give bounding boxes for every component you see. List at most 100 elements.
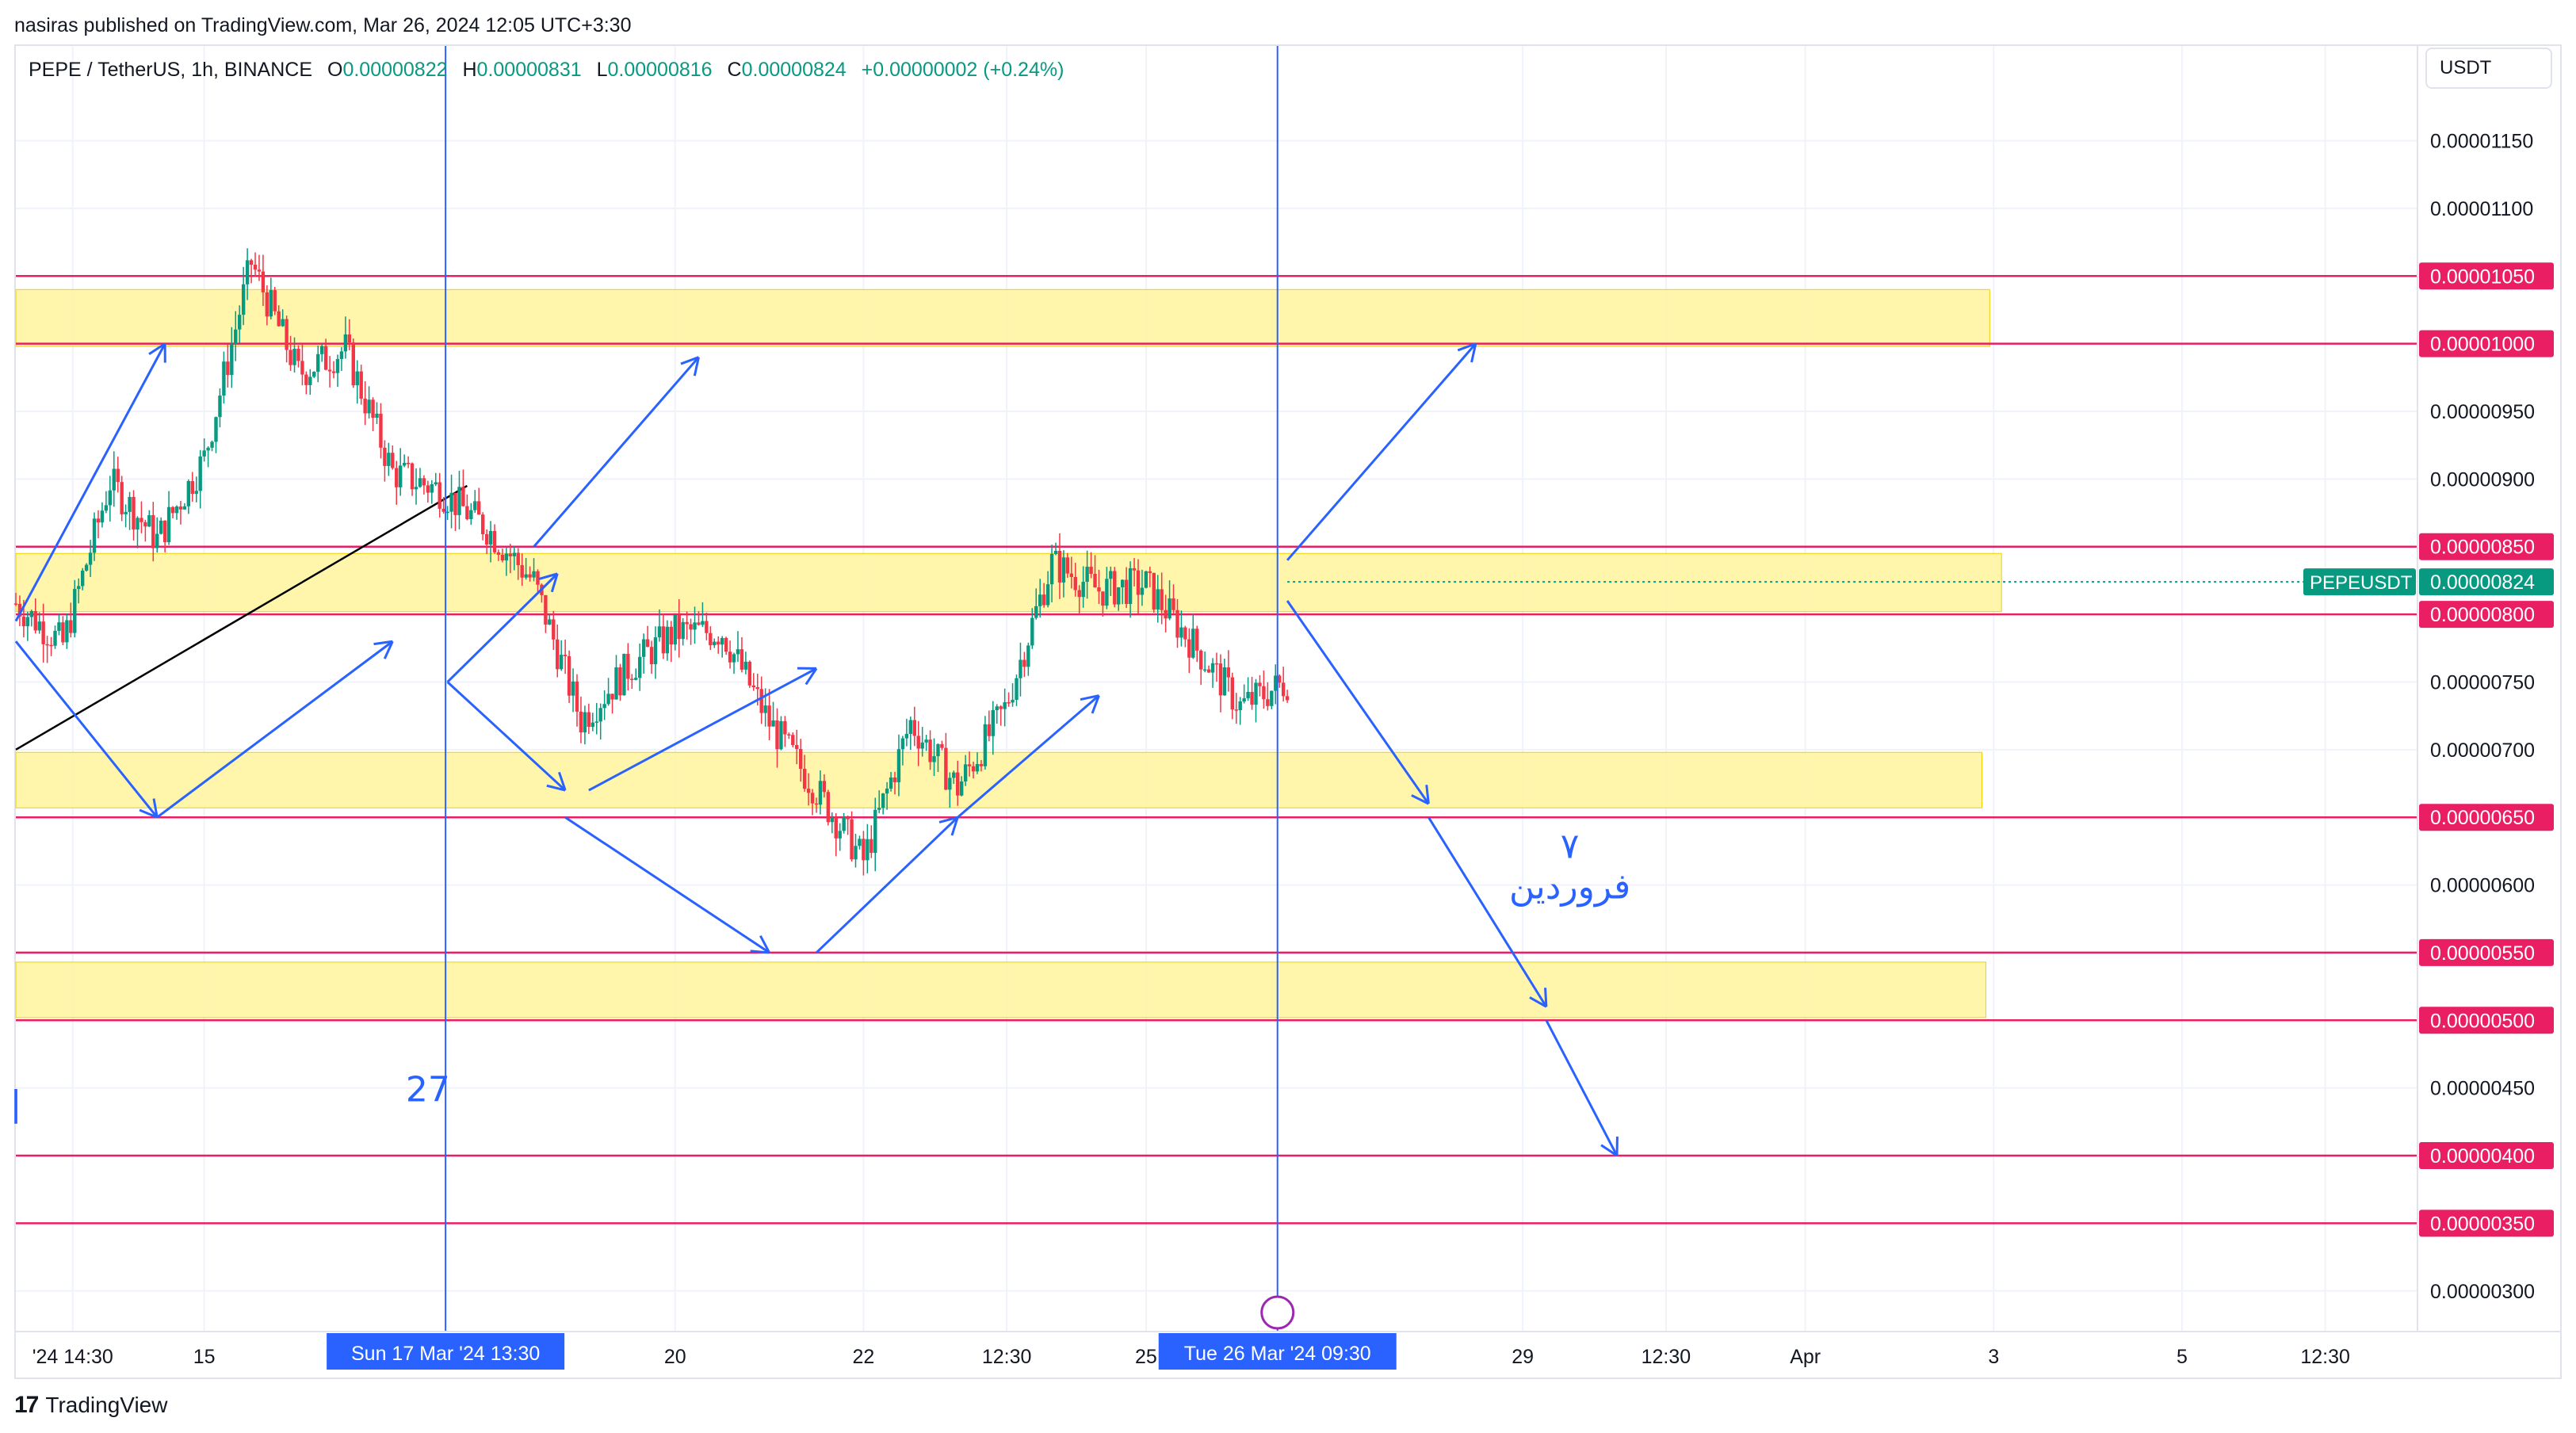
candle-body (1230, 677, 1235, 710)
level-tag-label: 0.00000850 (2430, 537, 2535, 559)
arrow-shaft (1545, 1019, 1619, 1156)
projection-arrow (1428, 816, 1548, 1008)
candle-body (1148, 571, 1152, 573)
candle-body (465, 506, 469, 519)
arrow-head (1470, 343, 1477, 363)
candle-body (657, 626, 662, 638)
candle-body (222, 361, 226, 396)
candle-body (653, 637, 658, 665)
candle-body (1030, 617, 1034, 646)
chart-annotation: فروردین (1509, 867, 1630, 908)
low-value: 0.00000816 (607, 59, 713, 81)
candle-body (1065, 557, 1070, 574)
candle-body (1152, 572, 1156, 610)
candle-body (300, 361, 304, 375)
candle-body (104, 505, 109, 511)
candle-body (1045, 584, 1050, 606)
candle-body (323, 346, 328, 370)
tradingview-logo[interactable]: 17 TradingView (14, 1392, 167, 1419)
level-price-tag: 0.00000500 (2419, 1007, 2554, 1034)
candle-body (877, 808, 881, 810)
candle-body (1034, 606, 1038, 618)
candle-body (747, 661, 752, 686)
candle-body (304, 374, 308, 385)
horizontal-levels (16, 275, 2417, 1225)
candle-body (1081, 582, 1085, 598)
candle-body (120, 482, 124, 514)
arrow-head (1600, 1144, 1618, 1157)
candle-body (896, 749, 901, 782)
candle-body (21, 616, 26, 627)
crosshair-time-tag: Sun 17 Mar '24 13:30 (327, 1333, 565, 1370)
candle-body (971, 766, 976, 772)
projection-arrow (446, 572, 559, 683)
chart-frame[interactable] (14, 44, 2562, 1379)
candle-body (182, 506, 187, 510)
event-bolt-icon (1260, 1295, 1295, 1330)
projection-arrows (14, 342, 1619, 1157)
candle-body (430, 483, 434, 493)
trendline (15, 484, 468, 751)
time-axis[interactable]: '24 14:30 15 20 22 12:30 25 29 12:30 Apr 3 5 12:30 S… (16, 1295, 2562, 1370)
candle-body (1057, 550, 1062, 583)
candle-body (504, 553, 509, 561)
arrow-head (1457, 342, 1477, 352)
candle-body (649, 647, 654, 665)
candle-body (49, 644, 53, 647)
candle-body (818, 781, 823, 805)
candle-body (1015, 678, 1019, 700)
candle-body (1105, 579, 1109, 606)
candle-body (665, 626, 670, 654)
arrow-head (1091, 695, 1100, 714)
price-tick-label: 0.00001150 (2430, 131, 2533, 153)
candle-body (434, 482, 438, 484)
candle-body (1175, 610, 1179, 638)
trendline-layer (15, 484, 468, 751)
candle-body (720, 637, 724, 645)
candle-body (383, 447, 387, 466)
candle-body (705, 621, 709, 633)
candle-body (673, 614, 677, 645)
candle-body (198, 456, 202, 491)
arrow-shaft (446, 681, 567, 792)
candle-body (889, 777, 893, 789)
arrow-head (373, 640, 393, 646)
candle-body (194, 491, 198, 495)
candle-body (159, 520, 163, 534)
open-label: O (327, 59, 343, 81)
price-axis[interactable]: 0.00001150 0.00001100 0.00000950 0.00000900… (1287, 46, 2554, 1332)
candle-body (755, 687, 759, 690)
projection-arrow (156, 640, 394, 819)
arrow-shaft (957, 694, 1100, 819)
candle-body (924, 739, 928, 743)
candle-body (622, 653, 626, 696)
candle-body (743, 661, 748, 670)
time-tick-label: 15 (193, 1346, 216, 1368)
candle-body (1202, 669, 1207, 671)
candle-body (850, 819, 854, 860)
symbol-tag: PEPEUSDT (2303, 568, 2416, 596)
candle-body (178, 506, 183, 510)
candlesticks (13, 248, 1290, 876)
candle-body (96, 518, 101, 523)
level-tag-label: 0.00001000 (2430, 334, 2535, 356)
currency-selector[interactable]: USDT (2425, 48, 2552, 89)
candle-body (524, 574, 528, 578)
candle-body (736, 649, 740, 655)
candle-body (771, 720, 775, 727)
candle-body (920, 742, 924, 749)
candle-body (69, 620, 73, 633)
arrow-shaft (1286, 600, 1430, 804)
candle-body (1281, 682, 1286, 697)
candle-body (717, 641, 720, 645)
candle-body (1164, 610, 1168, 619)
candle-body (763, 705, 767, 713)
chart-annotation: ۷ (1561, 826, 1580, 866)
level-tag-bg (2419, 330, 2554, 357)
candle-body (959, 781, 964, 796)
candle-body (1038, 594, 1042, 606)
candle-body (1132, 567, 1137, 571)
candle-body (940, 743, 944, 748)
candle-body (1187, 639, 1191, 658)
